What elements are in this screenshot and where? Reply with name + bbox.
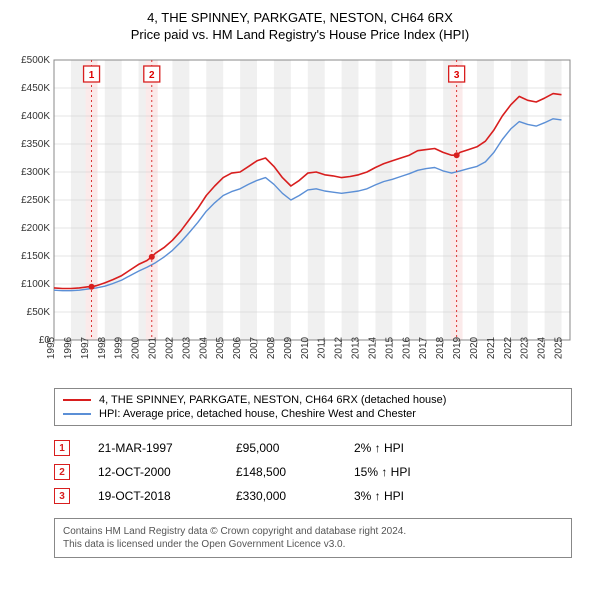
legend-swatch-property bbox=[63, 399, 91, 401]
svg-text:2021: 2021 bbox=[486, 336, 497, 359]
attribution-footer: Contains HM Land Registry data © Crown c… bbox=[54, 518, 572, 558]
svg-text:2002: 2002 bbox=[164, 336, 175, 359]
marker-row-1: 1 21-MAR-1997 £95,000 2% ↑ HPI bbox=[54, 436, 572, 460]
marker-row-3: 3 19-OCT-2018 £330,000 3% ↑ HPI bbox=[54, 484, 572, 508]
svg-text:2003: 2003 bbox=[181, 336, 192, 359]
svg-text:£200K: £200K bbox=[21, 223, 50, 234]
svg-text:1: 1 bbox=[89, 70, 95, 81]
svg-text:1997: 1997 bbox=[80, 336, 91, 359]
svg-text:2012: 2012 bbox=[334, 336, 345, 359]
legend-label-property: 4, THE SPINNEY, PARKGATE, NESTON, CH64 6… bbox=[99, 394, 446, 406]
marker-badge-1: 1 bbox=[54, 440, 70, 456]
chart-legend: 4, THE SPINNEY, PARKGATE, NESTON, CH64 6… bbox=[54, 388, 572, 426]
legend-swatch-hpi bbox=[63, 413, 91, 415]
legend-label-hpi: HPI: Average price, detached house, Ches… bbox=[99, 408, 416, 420]
marker-delta-3: 3% ↑ HPI bbox=[354, 489, 404, 503]
svg-text:2: 2 bbox=[149, 70, 155, 81]
svg-text:1998: 1998 bbox=[97, 336, 108, 359]
marker-delta-2: 15% ↑ HPI bbox=[354, 465, 411, 479]
svg-text:1996: 1996 bbox=[63, 336, 74, 359]
marker-date-3: 19-OCT-2018 bbox=[98, 489, 208, 503]
svg-text:£50K: £50K bbox=[27, 307, 51, 318]
svg-text:2004: 2004 bbox=[198, 336, 209, 359]
marker-date-1: 21-MAR-1997 bbox=[98, 441, 208, 455]
svg-text:2001: 2001 bbox=[148, 336, 159, 359]
svg-text:2018: 2018 bbox=[435, 336, 446, 359]
svg-text:2022: 2022 bbox=[503, 336, 514, 359]
svg-text:£400K: £400K bbox=[21, 111, 50, 122]
price-chart: £0£50K£100K£150K£200K£250K£300K£350K£400… bbox=[8, 50, 592, 382]
svg-text:2010: 2010 bbox=[300, 336, 311, 359]
svg-text:2025: 2025 bbox=[554, 336, 565, 359]
svg-text:£450K: £450K bbox=[21, 83, 50, 94]
svg-text:3: 3 bbox=[454, 70, 460, 81]
legend-item-hpi: HPI: Average price, detached house, Ches… bbox=[63, 407, 563, 421]
svg-text:2017: 2017 bbox=[418, 336, 429, 359]
legend-item-property: 4, THE SPINNEY, PARKGATE, NESTON, CH64 6… bbox=[63, 393, 563, 407]
svg-text:2024: 2024 bbox=[537, 336, 548, 359]
svg-text:2013: 2013 bbox=[351, 336, 362, 359]
footer-line-2: This data is licensed under the Open Gov… bbox=[63, 538, 563, 551]
marker-price-1: £95,000 bbox=[236, 441, 326, 455]
svg-text:2008: 2008 bbox=[266, 336, 277, 359]
svg-text:2006: 2006 bbox=[232, 336, 243, 359]
marker-price-3: £330,000 bbox=[236, 489, 326, 503]
marker-badge-3: 3 bbox=[54, 488, 70, 504]
chart-title-subtitle: Price paid vs. HM Land Registry's House … bbox=[8, 27, 592, 42]
footer-line-1: Contains HM Land Registry data © Crown c… bbox=[63, 525, 563, 538]
svg-text:2015: 2015 bbox=[384, 336, 395, 359]
svg-text:1995: 1995 bbox=[46, 336, 57, 359]
svg-text:£500K: £500K bbox=[21, 55, 50, 66]
svg-text:2016: 2016 bbox=[401, 336, 412, 359]
svg-text:£150K: £150K bbox=[21, 251, 50, 262]
svg-text:2000: 2000 bbox=[131, 336, 142, 359]
svg-text:2023: 2023 bbox=[520, 336, 531, 359]
svg-text:£100K: £100K bbox=[21, 279, 50, 290]
svg-text:2005: 2005 bbox=[215, 336, 226, 359]
svg-text:2020: 2020 bbox=[469, 336, 480, 359]
svg-text:£250K: £250K bbox=[21, 195, 50, 206]
svg-text:1999: 1999 bbox=[114, 336, 125, 359]
marker-price-2: £148,500 bbox=[236, 465, 326, 479]
marker-date-2: 12-OCT-2000 bbox=[98, 465, 208, 479]
svg-text:£350K: £350K bbox=[21, 139, 50, 150]
svg-text:2007: 2007 bbox=[249, 336, 260, 359]
svg-text:2011: 2011 bbox=[317, 337, 328, 359]
svg-text:£300K: £300K bbox=[21, 167, 50, 178]
chart-title-address: 4, THE SPINNEY, PARKGATE, NESTON, CH64 6… bbox=[8, 10, 592, 25]
marker-badge-2: 2 bbox=[54, 464, 70, 480]
svg-text:2009: 2009 bbox=[283, 336, 294, 359]
svg-text:2014: 2014 bbox=[367, 336, 378, 359]
marker-delta-1: 2% ↑ HPI bbox=[354, 441, 404, 455]
sale-markers-table: 1 21-MAR-1997 £95,000 2% ↑ HPI 2 12-OCT-… bbox=[54, 436, 572, 508]
marker-row-2: 2 12-OCT-2000 £148,500 15% ↑ HPI bbox=[54, 460, 572, 484]
svg-text:2019: 2019 bbox=[452, 336, 463, 359]
